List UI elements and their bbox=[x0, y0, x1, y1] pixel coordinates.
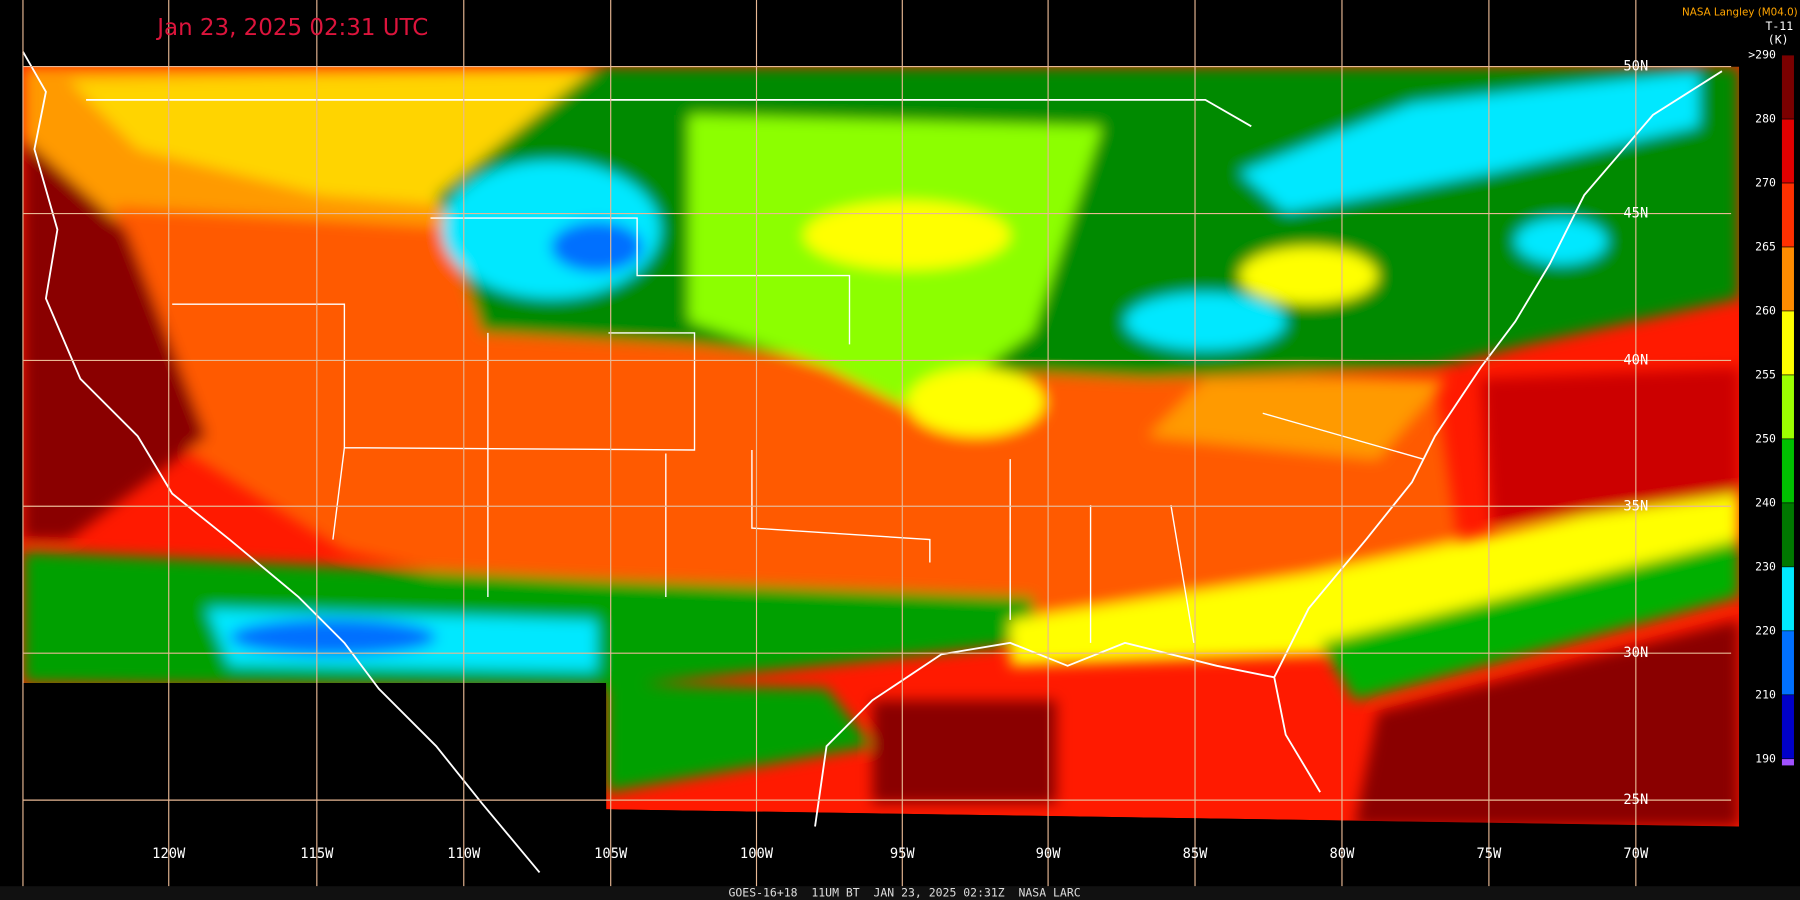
longitude-label: 70W bbox=[1623, 846, 1649, 862]
colorbar-swatch bbox=[1781, 694, 1795, 760]
longitude-label: 100W bbox=[740, 846, 774, 862]
colorbar-label: 280 bbox=[1755, 112, 1776, 126]
colorbar-swatch bbox=[1781, 54, 1795, 120]
graticule: 120W 115W 110W 105W 100W 95W 90W 85W 80W 75W 70W 50… bbox=[22, 0, 1732, 887]
latitude-label: 30N bbox=[1623, 645, 1648, 661]
northern-border bbox=[86, 98, 1252, 128]
boundaries bbox=[22, 51, 1723, 874]
colorbar-label: 250 bbox=[1755, 431, 1776, 445]
latitude-label: 35N bbox=[1623, 498, 1648, 514]
colorbar-label: 210 bbox=[1755, 687, 1776, 701]
colorbar-swatch bbox=[1781, 758, 1795, 766]
colorbar-swatch bbox=[1781, 310, 1795, 376]
colorbar-label: >290 bbox=[1748, 48, 1776, 62]
longitude-label: 80W bbox=[1330, 846, 1356, 862]
colorbar-swatch bbox=[1781, 502, 1795, 568]
longitude-label: 90W bbox=[1036, 846, 1062, 862]
unit-label: (K) bbox=[1768, 33, 1789, 47]
longitude-label: 115W bbox=[300, 846, 334, 862]
longitude-label: 120W bbox=[152, 846, 186, 862]
longitude-label: 110W bbox=[447, 846, 481, 862]
colorbar-swatch bbox=[1781, 630, 1795, 696]
colorbar-label: 265 bbox=[1755, 240, 1776, 254]
channel-label: T-11 bbox=[1765, 19, 1793, 33]
colorbar-swatch bbox=[1781, 118, 1795, 184]
longitude-label: 105W bbox=[594, 846, 628, 862]
colorbar-label: 260 bbox=[1755, 303, 1776, 317]
latitude-label: 45N bbox=[1623, 206, 1648, 222]
colorbar-swatch bbox=[1781, 182, 1795, 248]
timestamp-title: Jan 23, 2025 02:31 UTC bbox=[155, 15, 428, 41]
latitude-label: 25N bbox=[1623, 792, 1648, 808]
latitude-label: 50N bbox=[1623, 59, 1648, 75]
colorbar-label: 230 bbox=[1755, 559, 1776, 573]
latitude-label: 40N bbox=[1623, 352, 1648, 368]
colorbar-swatch bbox=[1781, 566, 1795, 632]
colorbar-label: 220 bbox=[1755, 623, 1776, 637]
colorbar-label: 190 bbox=[1755, 751, 1776, 765]
imagery bbox=[22, 66, 1740, 827]
source-label: NASA Langley (M04.0) bbox=[1682, 7, 1798, 19]
colorbar-swatch bbox=[1781, 438, 1795, 504]
footer-caption: GOES-16+18 11UM BT JAN 23, 2025 02:31Z N… bbox=[729, 886, 1081, 900]
state-lines bbox=[172, 217, 1424, 643]
colorbar-label: 270 bbox=[1755, 176, 1776, 190]
colorbar-label: 255 bbox=[1755, 367, 1776, 381]
colorbar-swatch bbox=[1781, 374, 1795, 440]
longitude-label: 85W bbox=[1183, 846, 1209, 862]
west-coast bbox=[22, 51, 541, 874]
colorbar-swatch bbox=[1781, 246, 1795, 312]
longitude-label: 95W bbox=[890, 846, 916, 862]
colorbar: >290 280 270 265 260 255 250 240 230 220 210 190 bbox=[1748, 48, 1795, 766]
gulf-coast bbox=[814, 641, 1275, 827]
longitude-label: 75W bbox=[1476, 846, 1502, 862]
footer-strip bbox=[0, 886, 1800, 900]
colorbar-label: 240 bbox=[1755, 495, 1776, 509]
